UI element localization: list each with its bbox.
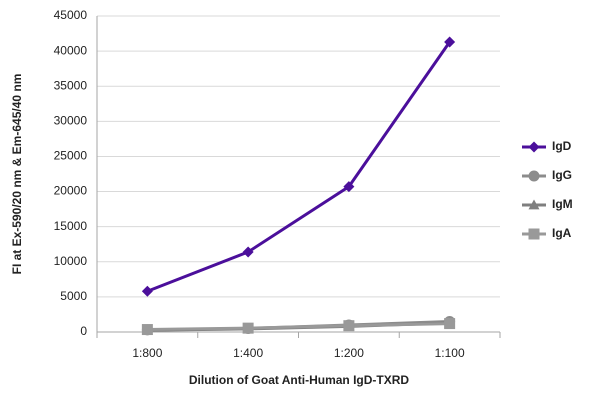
series-line [147, 322, 450, 332]
x-tick-label: 1:100 [435, 346, 465, 360]
data-point [141, 324, 153, 336]
y-tick-label: 15000 [54, 219, 88, 233]
data-point [141, 285, 153, 297]
series-line [146, 41, 451, 293]
legend-label: IgD [552, 139, 572, 153]
y-tick-label: 40000 [54, 43, 88, 57]
y-tick-label: 35000 [54, 78, 88, 92]
y-axis-title: FI at Ex-590/20 nm & Em-645/40 nm [10, 74, 24, 275]
legend-marker [528, 141, 540, 153]
data-point [343, 320, 355, 332]
data-point [242, 246, 254, 258]
legend-marker [528, 199, 540, 210]
y-tick-label: 0 [80, 324, 87, 338]
x-tick-label: 1:400 [233, 346, 263, 360]
x-axis-title: Dilution of Goat Anti-Human IgD-TXRD [189, 373, 410, 387]
y-tick-label: 30000 [54, 114, 88, 128]
y-tick-label: 20000 [54, 184, 88, 198]
y-tick-label: 10000 [54, 254, 88, 268]
x-tick-label: 1:200 [334, 346, 364, 360]
y-tick-label: 45000 [54, 8, 88, 22]
data-point [444, 318, 456, 330]
legend-marker [528, 228, 540, 240]
data-point [343, 181, 355, 193]
x-tick-label: 1:800 [132, 346, 162, 360]
y-tick-label: 25000 [54, 149, 88, 163]
legend-label: IgM [552, 197, 573, 211]
y-tick-label: 5000 [60, 289, 87, 303]
data-point [242, 322, 254, 334]
legend-label: IgG [552, 168, 572, 182]
legend-label: IgA [552, 226, 572, 240]
data-point [444, 36, 456, 48]
legend-marker [528, 170, 540, 182]
